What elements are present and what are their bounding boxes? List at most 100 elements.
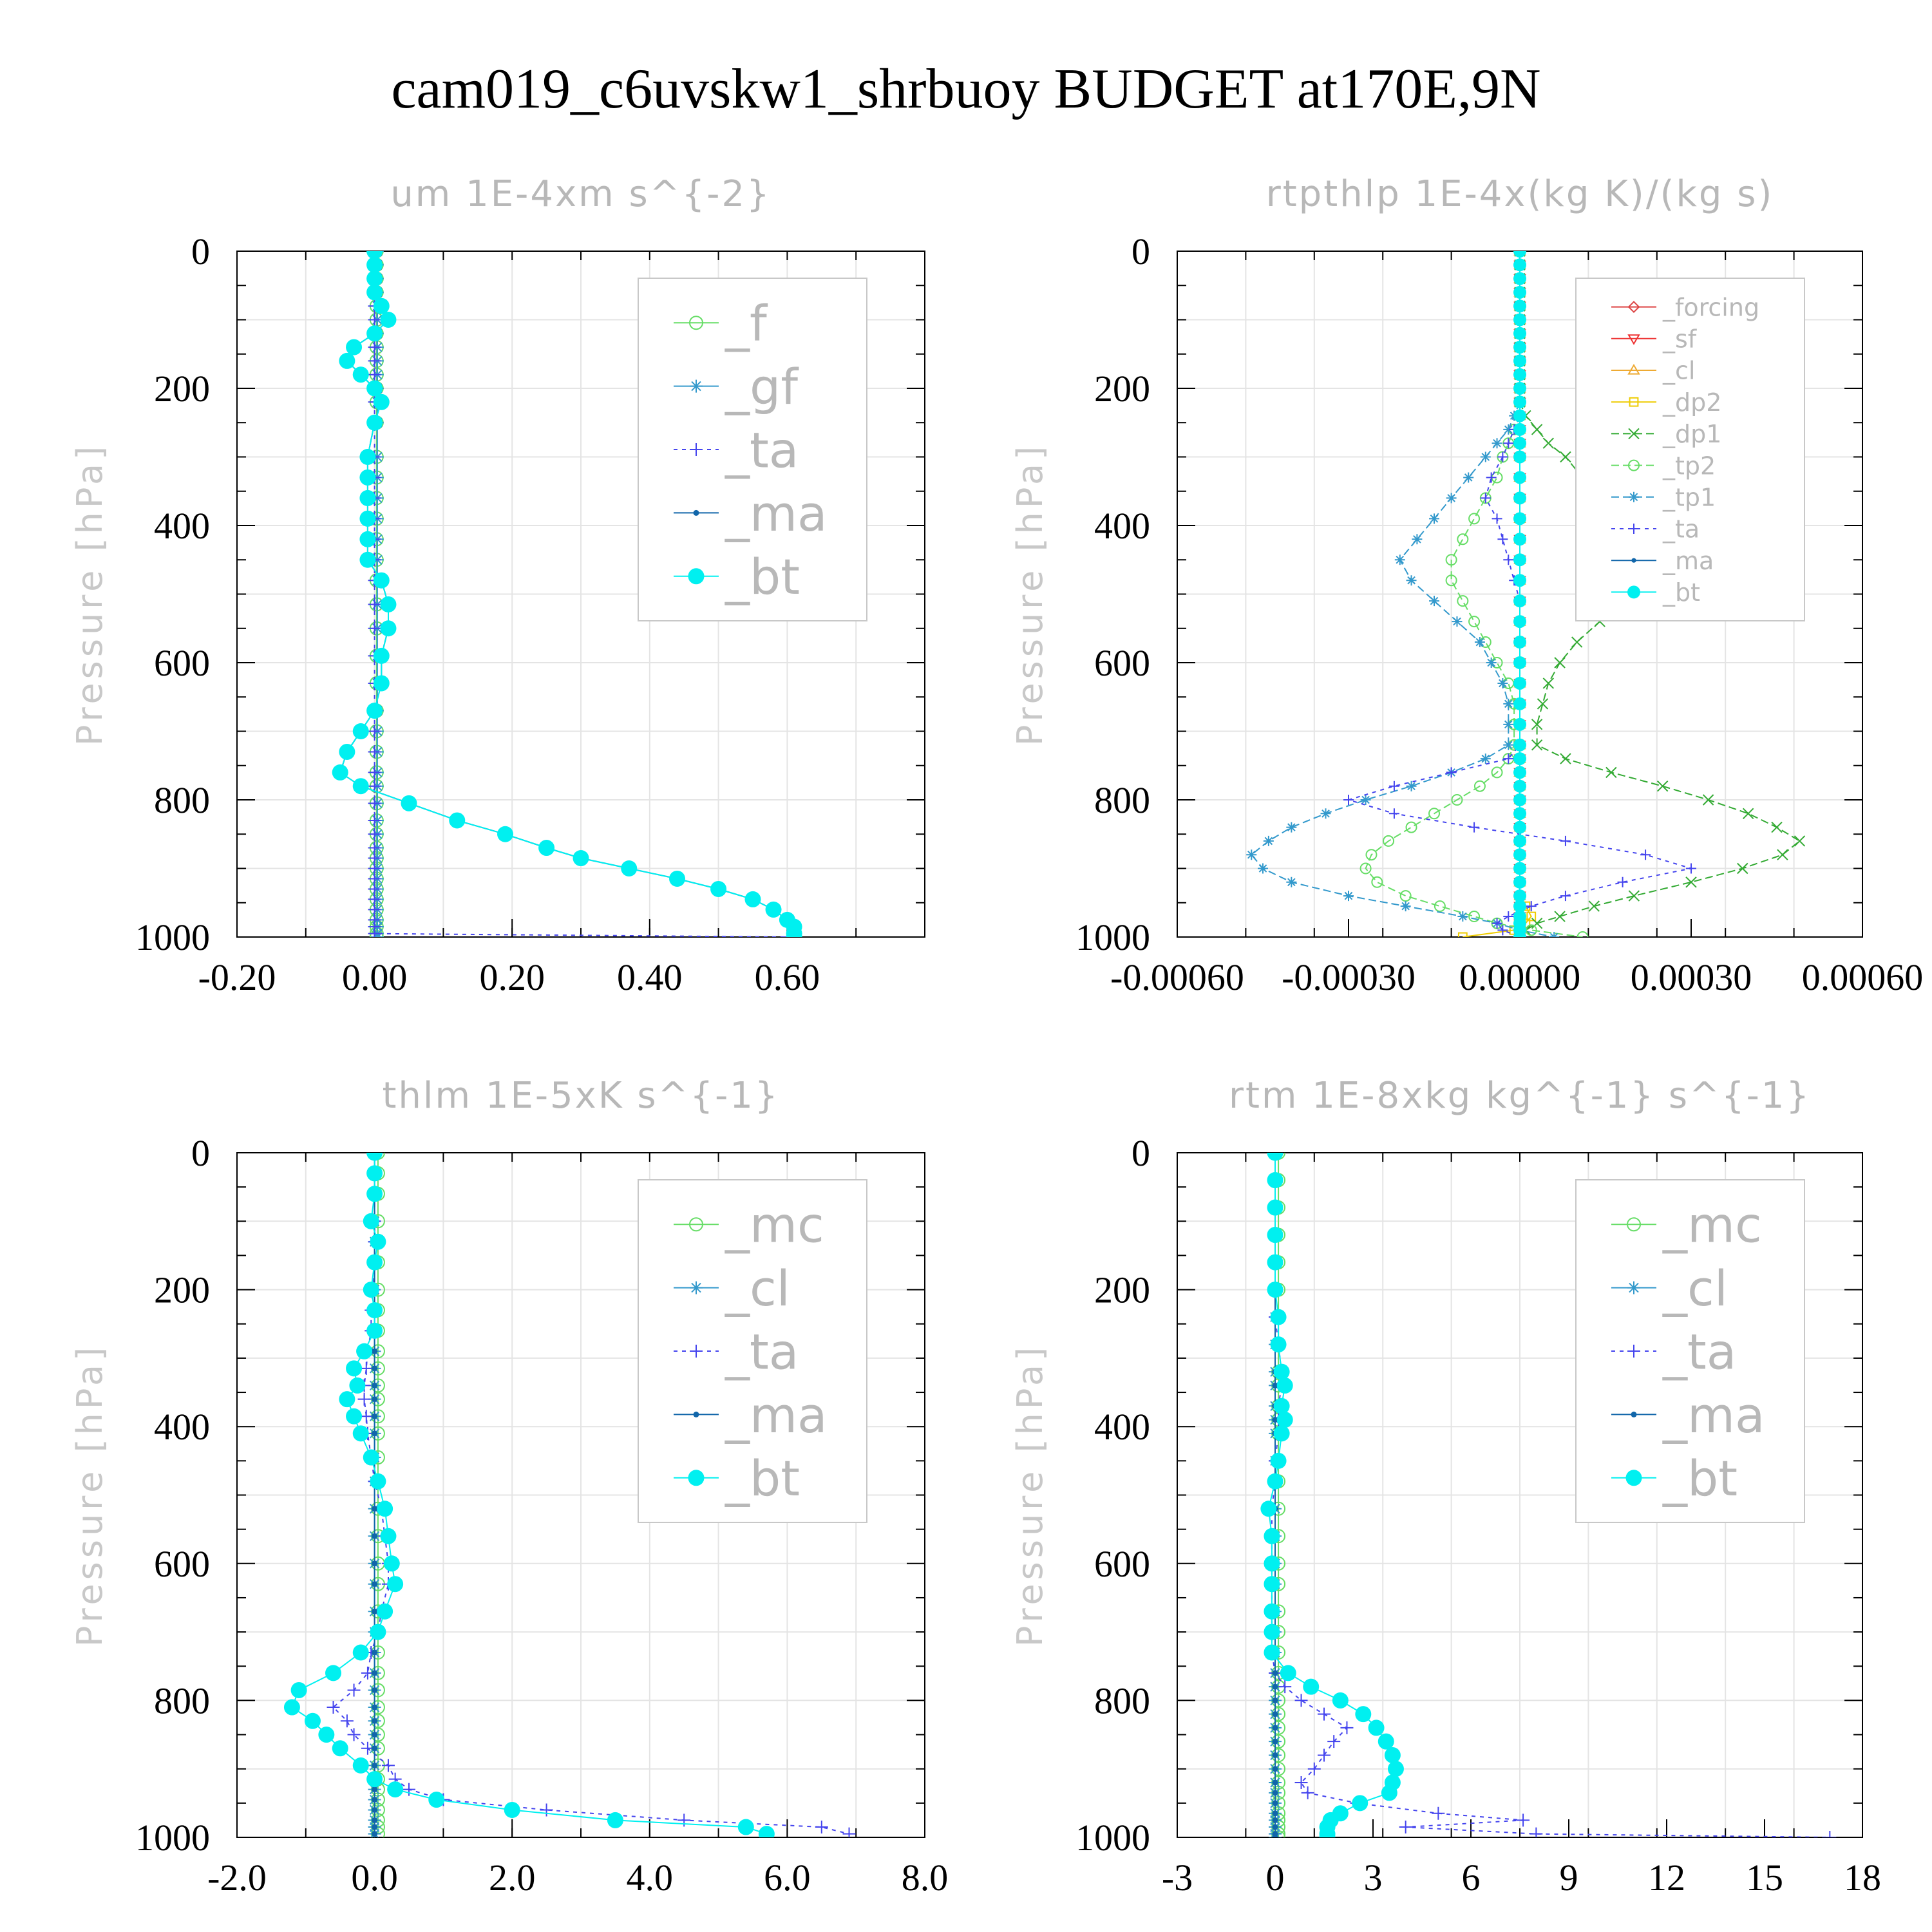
data-point [1368, 1719, 1385, 1736]
data-point [1383, 835, 1395, 847]
data-point [1468, 616, 1481, 628]
data-point [842, 1827, 856, 1837]
data-point [1272, 1824, 1278, 1830]
data-point [363, 1449, 379, 1466]
data-point [366, 1153, 383, 1161]
data-point [387, 1576, 404, 1593]
panel-title: um 1E-4xm s^{-2} [390, 173, 771, 215]
data-point [1301, 1786, 1314, 1799]
data-point [1513, 931, 1526, 937]
data-point [1513, 395, 1526, 409]
data-point [1513, 676, 1526, 690]
data-point [368, 797, 381, 810]
data-point [1469, 822, 1480, 833]
data-point [366, 256, 383, 273]
series-bt [283, 1153, 775, 1837]
legend-item: _cl [1611, 357, 1695, 385]
x-tick-label: 0.0 [351, 1857, 398, 1899]
data-point [372, 1831, 378, 1837]
data-point [352, 1425, 369, 1442]
y-tick-label: 600 [154, 642, 210, 684]
data-point [1412, 534, 1423, 545]
legend-item: _ma [674, 485, 828, 542]
data-point [737, 1819, 754, 1835]
plot-area [283, 1153, 856, 1837]
data-point [786, 929, 802, 937]
data-point [1388, 781, 1399, 791]
legend-item: _forcing [1611, 293, 1759, 321]
data-point [359, 469, 376, 486]
data-point [1560, 753, 1571, 764]
legend-item: _cl [674, 1260, 790, 1317]
data-point [1394, 554, 1405, 565]
data-point [1513, 341, 1526, 354]
data-point [1530, 1827, 1543, 1837]
data-point [1503, 554, 1514, 565]
data-point [1742, 808, 1754, 820]
data-point [1737, 862, 1748, 875]
legend-label: _ma [724, 1387, 828, 1444]
data-point [366, 325, 383, 342]
data-point [1332, 1692, 1349, 1709]
data-point [402, 1783, 415, 1796]
data-point [1513, 354, 1526, 368]
data-point [1272, 1800, 1278, 1806]
data-point [1503, 739, 1514, 750]
data-point [372, 1581, 378, 1587]
y-axis-label: Pressure [hPa] [70, 1343, 110, 1647]
panel-title: rtm 1E-8xkg kg^{-1} s^{-1} [1229, 1075, 1811, 1117]
data-point [1267, 1254, 1283, 1271]
data-point [1503, 698, 1514, 709]
panel-2: rtpthlp 1E-4x(kg K)/(kg s) Pressure [hPa]… [1010, 173, 1923, 998]
y-tick-label: 400 [1094, 1406, 1150, 1448]
data-point [363, 1213, 379, 1229]
data-point [1577, 931, 1589, 937]
data-point [380, 1528, 397, 1544]
data-point [1267, 1473, 1283, 1490]
data-point [1473, 780, 1486, 792]
data-point [1343, 795, 1354, 805]
data-point [1560, 451, 1571, 463]
data-point [1452, 616, 1463, 627]
data-point [1399, 1821, 1412, 1834]
data-point [373, 675, 390, 692]
data-point [1549, 932, 1560, 937]
legend-item: _ta [1611, 515, 1700, 544]
data-point [1355, 1706, 1372, 1723]
data-point [1434, 900, 1446, 913]
data-point [368, 313, 381, 327]
legend-item: _ma [674, 1387, 828, 1444]
data-point [1513, 299, 1526, 313]
data-point [1428, 808, 1440, 820]
legend-item: _ta [674, 421, 799, 478]
legend-marker [1629, 524, 1639, 534]
data-point [1270, 1452, 1287, 1469]
x-tick-label: 0.00000 [1459, 956, 1581, 998]
data-point [1513, 313, 1526, 327]
data-point [1702, 794, 1714, 806]
panel-title: thlm 1E-5xK s^{-1} [382, 1075, 779, 1117]
data-point [352, 723, 369, 739]
data-point [1640, 849, 1651, 860]
data-point [352, 366, 369, 383]
data-point [1823, 1831, 1837, 1837]
legend-marker [1628, 428, 1640, 440]
data-point [1480, 753, 1491, 764]
data-point [1486, 658, 1497, 668]
x-tick-label: 2.0 [489, 1857, 536, 1899]
legend-label: _bt [724, 548, 800, 605]
data-point [366, 1771, 383, 1788]
plot-area [1246, 251, 1806, 937]
data-point [710, 880, 727, 897]
data-point [1480, 451, 1491, 462]
x-tick-label: -3 [1162, 1857, 1193, 1899]
data-point [1429, 513, 1439, 524]
data-point [1513, 717, 1526, 731]
data-point [327, 1701, 340, 1714]
legend-item: _tp1 [1611, 483, 1716, 511]
data-point [1267, 1172, 1283, 1189]
legend-marker [688, 568, 705, 585]
data-point [372, 1704, 378, 1710]
data-point [1272, 1779, 1278, 1786]
